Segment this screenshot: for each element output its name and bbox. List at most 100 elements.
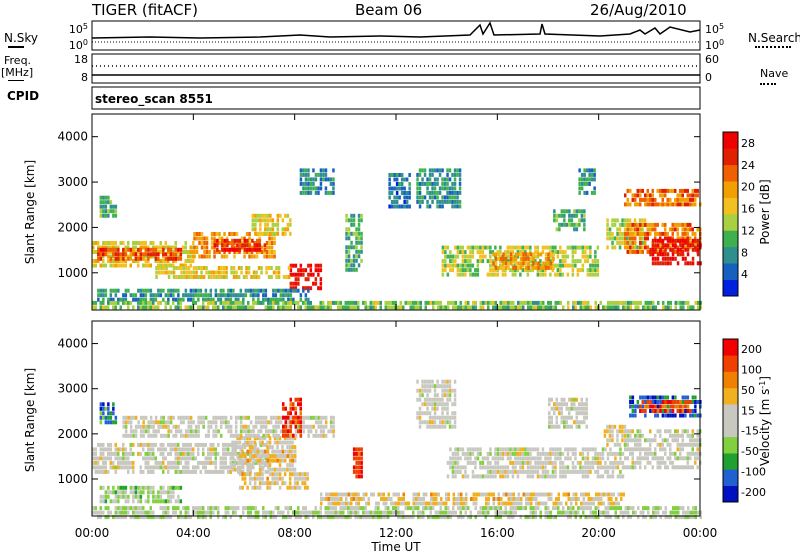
power-cell: [238, 247, 242, 252]
velocity-cell: [134, 485, 138, 490]
power-cell: [109, 204, 113, 209]
velocity-cell: [443, 420, 447, 425]
power-cell: [676, 245, 679, 250]
power-cell: [517, 305, 520, 310]
velocity-cell: [529, 515, 532, 520]
velocity-cell: [102, 451, 105, 456]
velocity-cell: [554, 451, 557, 456]
power-cell: [502, 305, 505, 310]
power-cell: [564, 263, 567, 268]
velocity-cell: [514, 447, 517, 452]
velocity-cell: [299, 420, 302, 425]
velocity-cell: [583, 415, 586, 420]
velocity-cell: [157, 490, 160, 495]
velocity-cell: [349, 506, 352, 511]
power-cell: [102, 297, 105, 302]
power-cell: [509, 252, 513, 257]
power-cell: [580, 186, 584, 191]
power-cell: [238, 245, 241, 250]
velocity-cell: [661, 447, 664, 452]
power-cell: [184, 288, 188, 293]
velocity-cell: [506, 465, 510, 470]
power-cell: [347, 227, 351, 232]
velocity-cell: [419, 515, 422, 520]
power-cell: [541, 263, 545, 268]
velocity-cell: [684, 456, 687, 461]
power-cell: [317, 286, 320, 291]
velocity-cell: [355, 465, 358, 470]
velocity-cell: [423, 397, 427, 402]
power-cell: [289, 300, 292, 305]
velocity-cell: [577, 506, 580, 511]
velocity-cell: [644, 413, 647, 418]
velocity-cell: [252, 515, 255, 520]
power-cell: [696, 249, 699, 254]
velocity-cell: [451, 451, 455, 456]
velocity-cell: [601, 465, 605, 470]
power-cell: [200, 245, 204, 250]
velocity-cell: [448, 393, 452, 398]
power-cell: [451, 204, 454, 209]
power-cell: [262, 297, 265, 302]
velocity-cell: [122, 447, 125, 452]
velocity-cell: [238, 436, 242, 441]
velocity-cell: [431, 406, 434, 411]
velocity-cell: [573, 397, 576, 402]
power-cell: [594, 254, 597, 259]
velocity-cell: [262, 460, 265, 465]
velocity-cell: [544, 456, 547, 461]
velocity-cell: [137, 485, 140, 490]
power-cell: [405, 191, 409, 195]
velocity-cell: [446, 384, 449, 389]
velocity-cell: [289, 433, 293, 438]
velocity-cell: [264, 424, 268, 429]
power-cell: [464, 305, 467, 310]
velocity-cell: [666, 438, 669, 443]
velocity-cell: [107, 456, 110, 461]
power-cell: [233, 254, 236, 259]
power-cell: [611, 222, 614, 227]
velocity-cell: [184, 465, 187, 470]
power-cell: [174, 256, 178, 261]
power-cell: [492, 252, 495, 257]
power-cell: [289, 218, 292, 223]
power-cell: [256, 243, 259, 248]
velocity-cell: [612, 506, 615, 511]
power-cell: [521, 254, 525, 259]
power-cell: [238, 238, 242, 243]
power-cell: [571, 245, 575, 250]
power-cell: [587, 300, 590, 305]
power-cell: [122, 300, 125, 305]
power-cell: [564, 250, 567, 255]
power-cell: [486, 272, 490, 277]
power-cell: [279, 288, 283, 293]
velocity-cell: [631, 429, 634, 434]
velocity-cell: [654, 510, 657, 515]
power-cell: [547, 305, 550, 310]
velocity-cell: [467, 506, 470, 511]
power-cell: [164, 256, 168, 261]
velocity-cell: [441, 393, 444, 398]
velocity-cell: [248, 476, 252, 481]
power-cell: [649, 227, 652, 232]
velocity-cell: [691, 451, 694, 456]
velocity-cell: [676, 442, 679, 447]
velocity-cell: [247, 510, 250, 515]
power-region: [97, 288, 310, 302]
power-cell: [539, 305, 542, 310]
velocity-cell: [256, 458, 259, 463]
velocity-cell: [619, 456, 622, 461]
velocity-cell: [317, 420, 320, 425]
velocity-cell: [262, 451, 265, 456]
power-cell: [139, 288, 143, 293]
power-cell: [213, 236, 216, 241]
velocity-cell: [142, 442, 145, 447]
velocity-cell: [327, 515, 330, 520]
power-cell: [213, 232, 216, 236]
power-cell: [226, 243, 229, 248]
power-cell: [446, 199, 449, 204]
velocity-cell: [246, 472, 249, 477]
power-cell: [628, 218, 632, 223]
velocity-cell: [117, 456, 120, 461]
power-cell: [177, 254, 180, 259]
